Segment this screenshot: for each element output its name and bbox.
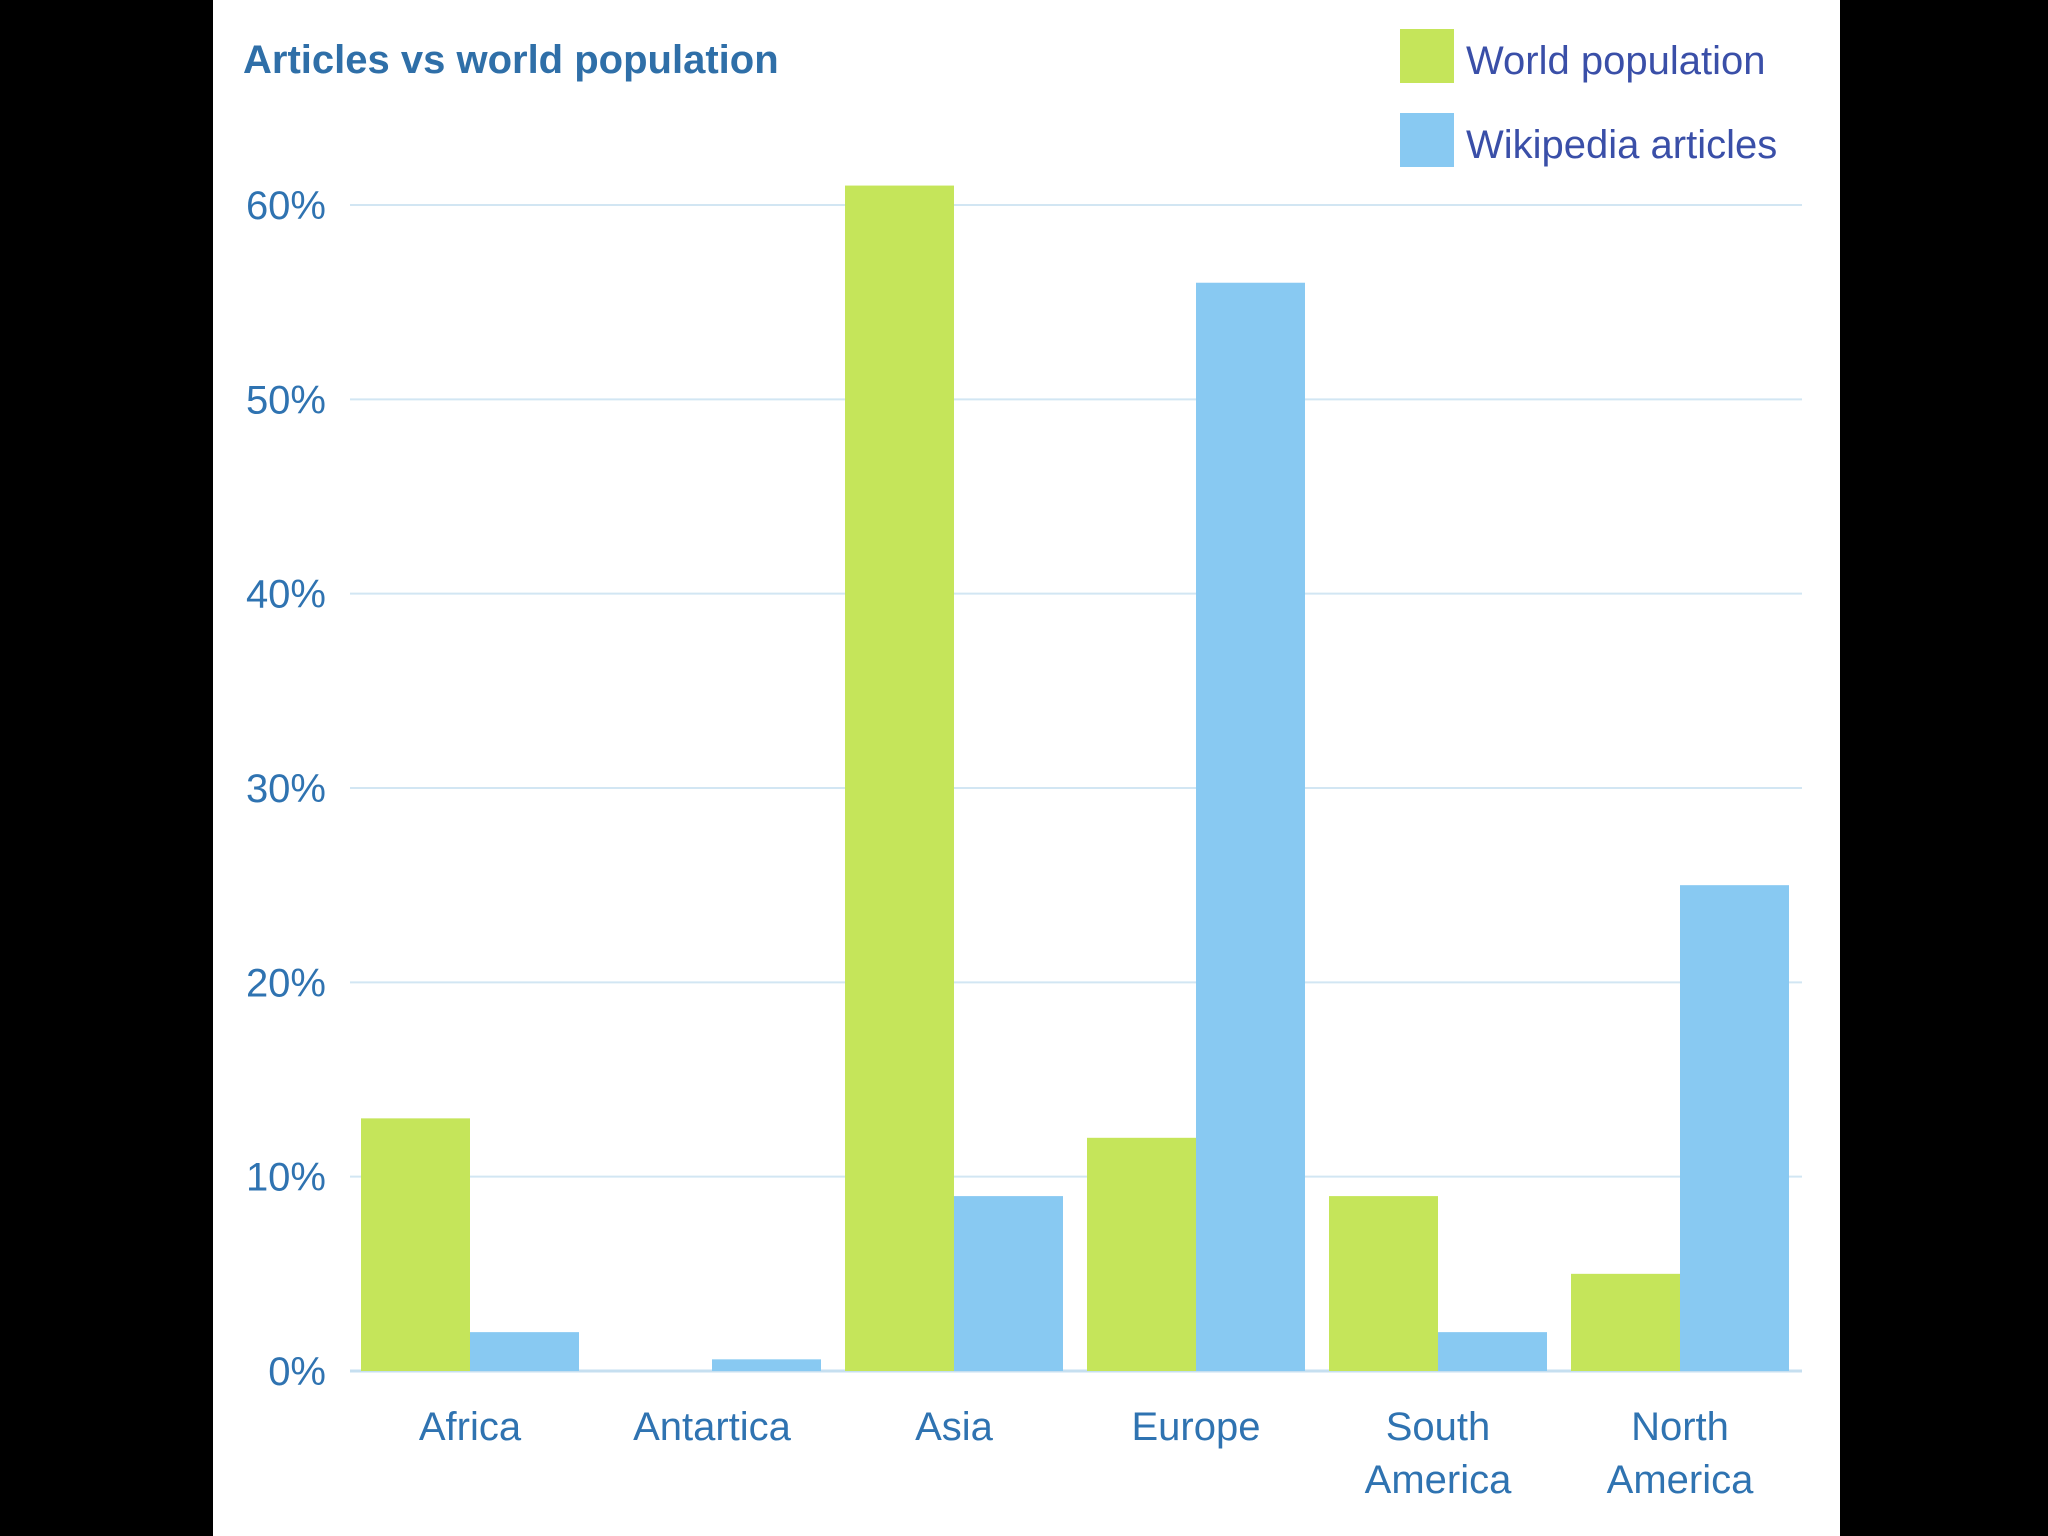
bar-world-population <box>845 185 954 1372</box>
legend-label-world-population: World population <box>1466 39 1765 83</box>
legend-swatch-wikipedia-articles <box>1400 113 1454 167</box>
bars <box>361 185 1789 1372</box>
legend-label-wikipedia-articles: Wikipedia articles <box>1466 123 1777 167</box>
bar-wikipedia-articles <box>1680 885 1789 1371</box>
x-category-label: South America <box>1365 1405 1512 1502</box>
bar-wikipedia-articles <box>1196 282 1305 1371</box>
bar-wikipedia-articles <box>712 1359 821 1371</box>
y-axis-tick-labels: 0% 10% 20% 30% 40% 50% 60% <box>246 184 326 1394</box>
y-tick-label: 40% <box>246 573 326 617</box>
x-category-label: Asia <box>915 1405 994 1449</box>
bar-world-population <box>1329 1196 1438 1371</box>
bar-wikipedia-articles <box>1438 1332 1547 1371</box>
x-category-label: North America <box>1607 1405 1754 1502</box>
y-tick-label: 0% <box>268 1350 326 1394</box>
gridlines <box>350 204 1802 1373</box>
x-axis-category-labels: Africa Antartica Asia Europe South America Nor… <box>419 1405 1754 1502</box>
x-category-label: Africa <box>419 1405 522 1449</box>
x-category-label: Antartica <box>633 1405 792 1449</box>
legend: World population Wikipedia articles <box>1400 29 1777 167</box>
y-tick-label: 20% <box>246 961 326 1005</box>
x-category-label: Europe <box>1132 1405 1261 1449</box>
legend-swatch-world-population <box>1400 29 1454 83</box>
chart-title: Articles vs world population <box>243 38 779 82</box>
bar-world-population <box>361 1118 470 1371</box>
y-tick-label: 60% <box>246 184 326 228</box>
bar-wikipedia-articles <box>470 1332 579 1371</box>
y-tick-label: 30% <box>246 767 326 811</box>
bar-world-population <box>1087 1137 1196 1371</box>
y-tick-label: 10% <box>246 1156 326 1200</box>
bar-world-population <box>1571 1273 1680 1371</box>
bar-wikipedia-articles <box>954 1196 1063 1371</box>
y-tick-label: 50% <box>246 378 326 422</box>
